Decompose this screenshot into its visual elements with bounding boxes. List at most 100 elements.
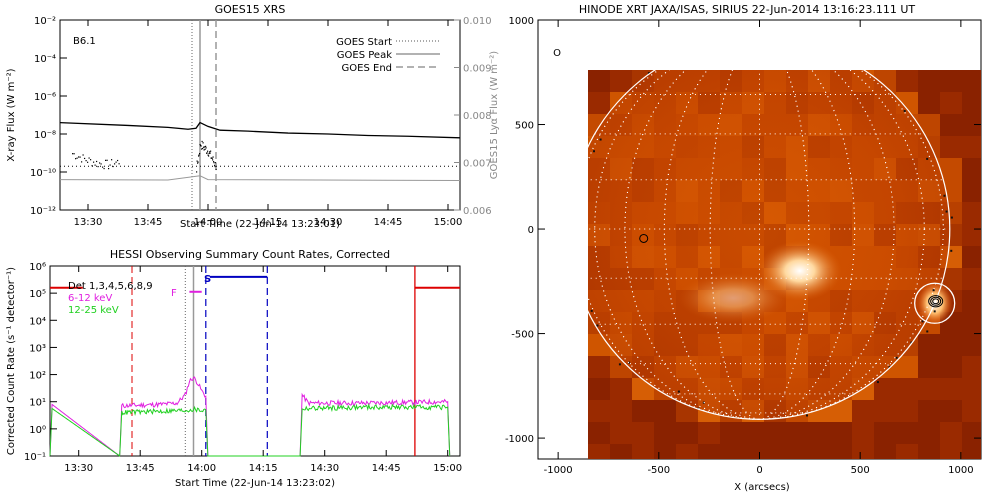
y2-tick-label: 0.009 — [463, 64, 492, 75]
dark-speck — [628, 361, 631, 364]
y-tick-label: 10⁰ — [29, 425, 46, 436]
image-tile — [940, 114, 962, 136]
image-tile — [654, 422, 676, 444]
image-tile — [632, 400, 654, 422]
y-tick-label: 10³ — [29, 343, 46, 354]
image-tile — [764, 422, 786, 444]
image-tile — [918, 378, 940, 400]
y-tick-label: 1000 — [509, 16, 534, 27]
short-channel-point — [106, 159, 108, 161]
image-tile — [676, 444, 698, 459]
series-6-12-keV — [49, 376, 451, 457]
image-tile — [940, 422, 962, 444]
image-tile — [962, 268, 981, 290]
dark-speck — [618, 363, 621, 366]
image-tile — [588, 422, 610, 444]
x-tick-label: 13:45 — [134, 217, 163, 228]
image-tile — [940, 92, 962, 114]
image-tile — [588, 400, 610, 422]
short-channel-point — [102, 166, 104, 168]
image-tile — [962, 114, 981, 136]
image-tile — [962, 224, 981, 246]
image-tile — [588, 70, 610, 92]
short-channel-point — [196, 160, 198, 162]
dark-speck — [933, 310, 936, 313]
image-tile — [874, 400, 896, 422]
image-tile — [962, 246, 981, 268]
short-channel-point — [99, 162, 101, 164]
x-tick-label: -500 — [647, 465, 670, 476]
short-channel-point — [108, 168, 110, 170]
short-channel-point — [197, 161, 199, 163]
dark-speck — [926, 157, 929, 160]
image-tile — [962, 136, 981, 158]
y-tick-label: 10⁻⁸ — [34, 130, 56, 141]
image-tile — [962, 334, 981, 356]
image-tile — [874, 422, 896, 444]
short-channel-point — [93, 161, 95, 163]
x-tick-label: 15:00 — [434, 217, 463, 228]
dark-speck — [950, 216, 953, 219]
image-tile — [940, 444, 962, 459]
x-tick-label: 14:30 — [310, 463, 339, 474]
short-channel-point — [115, 161, 117, 163]
short-channel-point — [198, 155, 200, 157]
dark-speck — [910, 341, 913, 344]
y-tick-label: -1000 — [505, 434, 534, 445]
image-tile — [918, 422, 940, 444]
short-channel-point — [205, 147, 207, 149]
image-tile — [874, 378, 896, 400]
short-channel-point — [94, 164, 96, 166]
short-channel-point — [204, 146, 206, 148]
short-channel-point — [211, 157, 213, 159]
image-tile — [588, 378, 610, 400]
legend-detectors: Det 1,3,4,5,6,8,9 — [68, 281, 153, 292]
short-channel-point — [212, 156, 214, 158]
image-tile — [852, 400, 874, 422]
image-blank-top — [539, 21, 980, 70]
image-tile — [896, 400, 918, 422]
dark-speck — [921, 320, 924, 323]
image-tile — [764, 444, 786, 459]
short-channel-point — [209, 152, 211, 154]
short-channel-point — [97, 165, 99, 168]
dark-speck — [943, 194, 946, 197]
image-tile — [918, 92, 940, 114]
image-tile — [588, 92, 610, 114]
short-channel-point — [88, 157, 90, 159]
image-tile — [940, 136, 962, 158]
goes-panel: GOES15 XRS B6.1 13:30 13:45 14:00 14:15 14:3… — [6, 3, 500, 230]
short-channel-point — [208, 152, 210, 155]
hessi-legend: Det 1,3,4,5,6,8,9 6-12 keV 12-25 keV — [68, 281, 153, 316]
active-region-glow — [678, 273, 789, 324]
image-tile — [610, 400, 632, 422]
image-tile — [610, 422, 632, 444]
y2-tick-label: 0.008 — [463, 111, 492, 122]
short-channel-point — [109, 164, 111, 166]
flag-s-label: S — [204, 274, 211, 285]
xrt-symbol: O — [553, 48, 561, 59]
dark-speck — [903, 109, 906, 112]
image-tile — [874, 444, 896, 459]
image-tile — [676, 422, 698, 444]
image-tile — [940, 70, 962, 92]
image-tile — [896, 422, 918, 444]
x-tick-label: 500 — [851, 465, 870, 476]
short-channel-point — [112, 165, 114, 168]
short-channel-point — [198, 154, 200, 156]
image-tile — [918, 114, 940, 136]
short-channel-point — [215, 168, 217, 171]
hessi-title: HESSI Observing Summary Count Rates, Cor… — [110, 248, 390, 261]
image-tile — [918, 70, 940, 92]
short-channel-point — [206, 152, 208, 154]
image-tile — [940, 158, 962, 180]
image-tile — [808, 422, 830, 444]
short-channel-point — [84, 157, 86, 160]
image-tile — [962, 180, 981, 202]
short-channel-point — [215, 162, 217, 164]
dark-speck — [590, 309, 593, 312]
short-channel-point — [209, 151, 211, 153]
longitude-line — [624, 70, 895, 420]
image-tile — [940, 378, 962, 400]
image-tile — [588, 444, 610, 459]
